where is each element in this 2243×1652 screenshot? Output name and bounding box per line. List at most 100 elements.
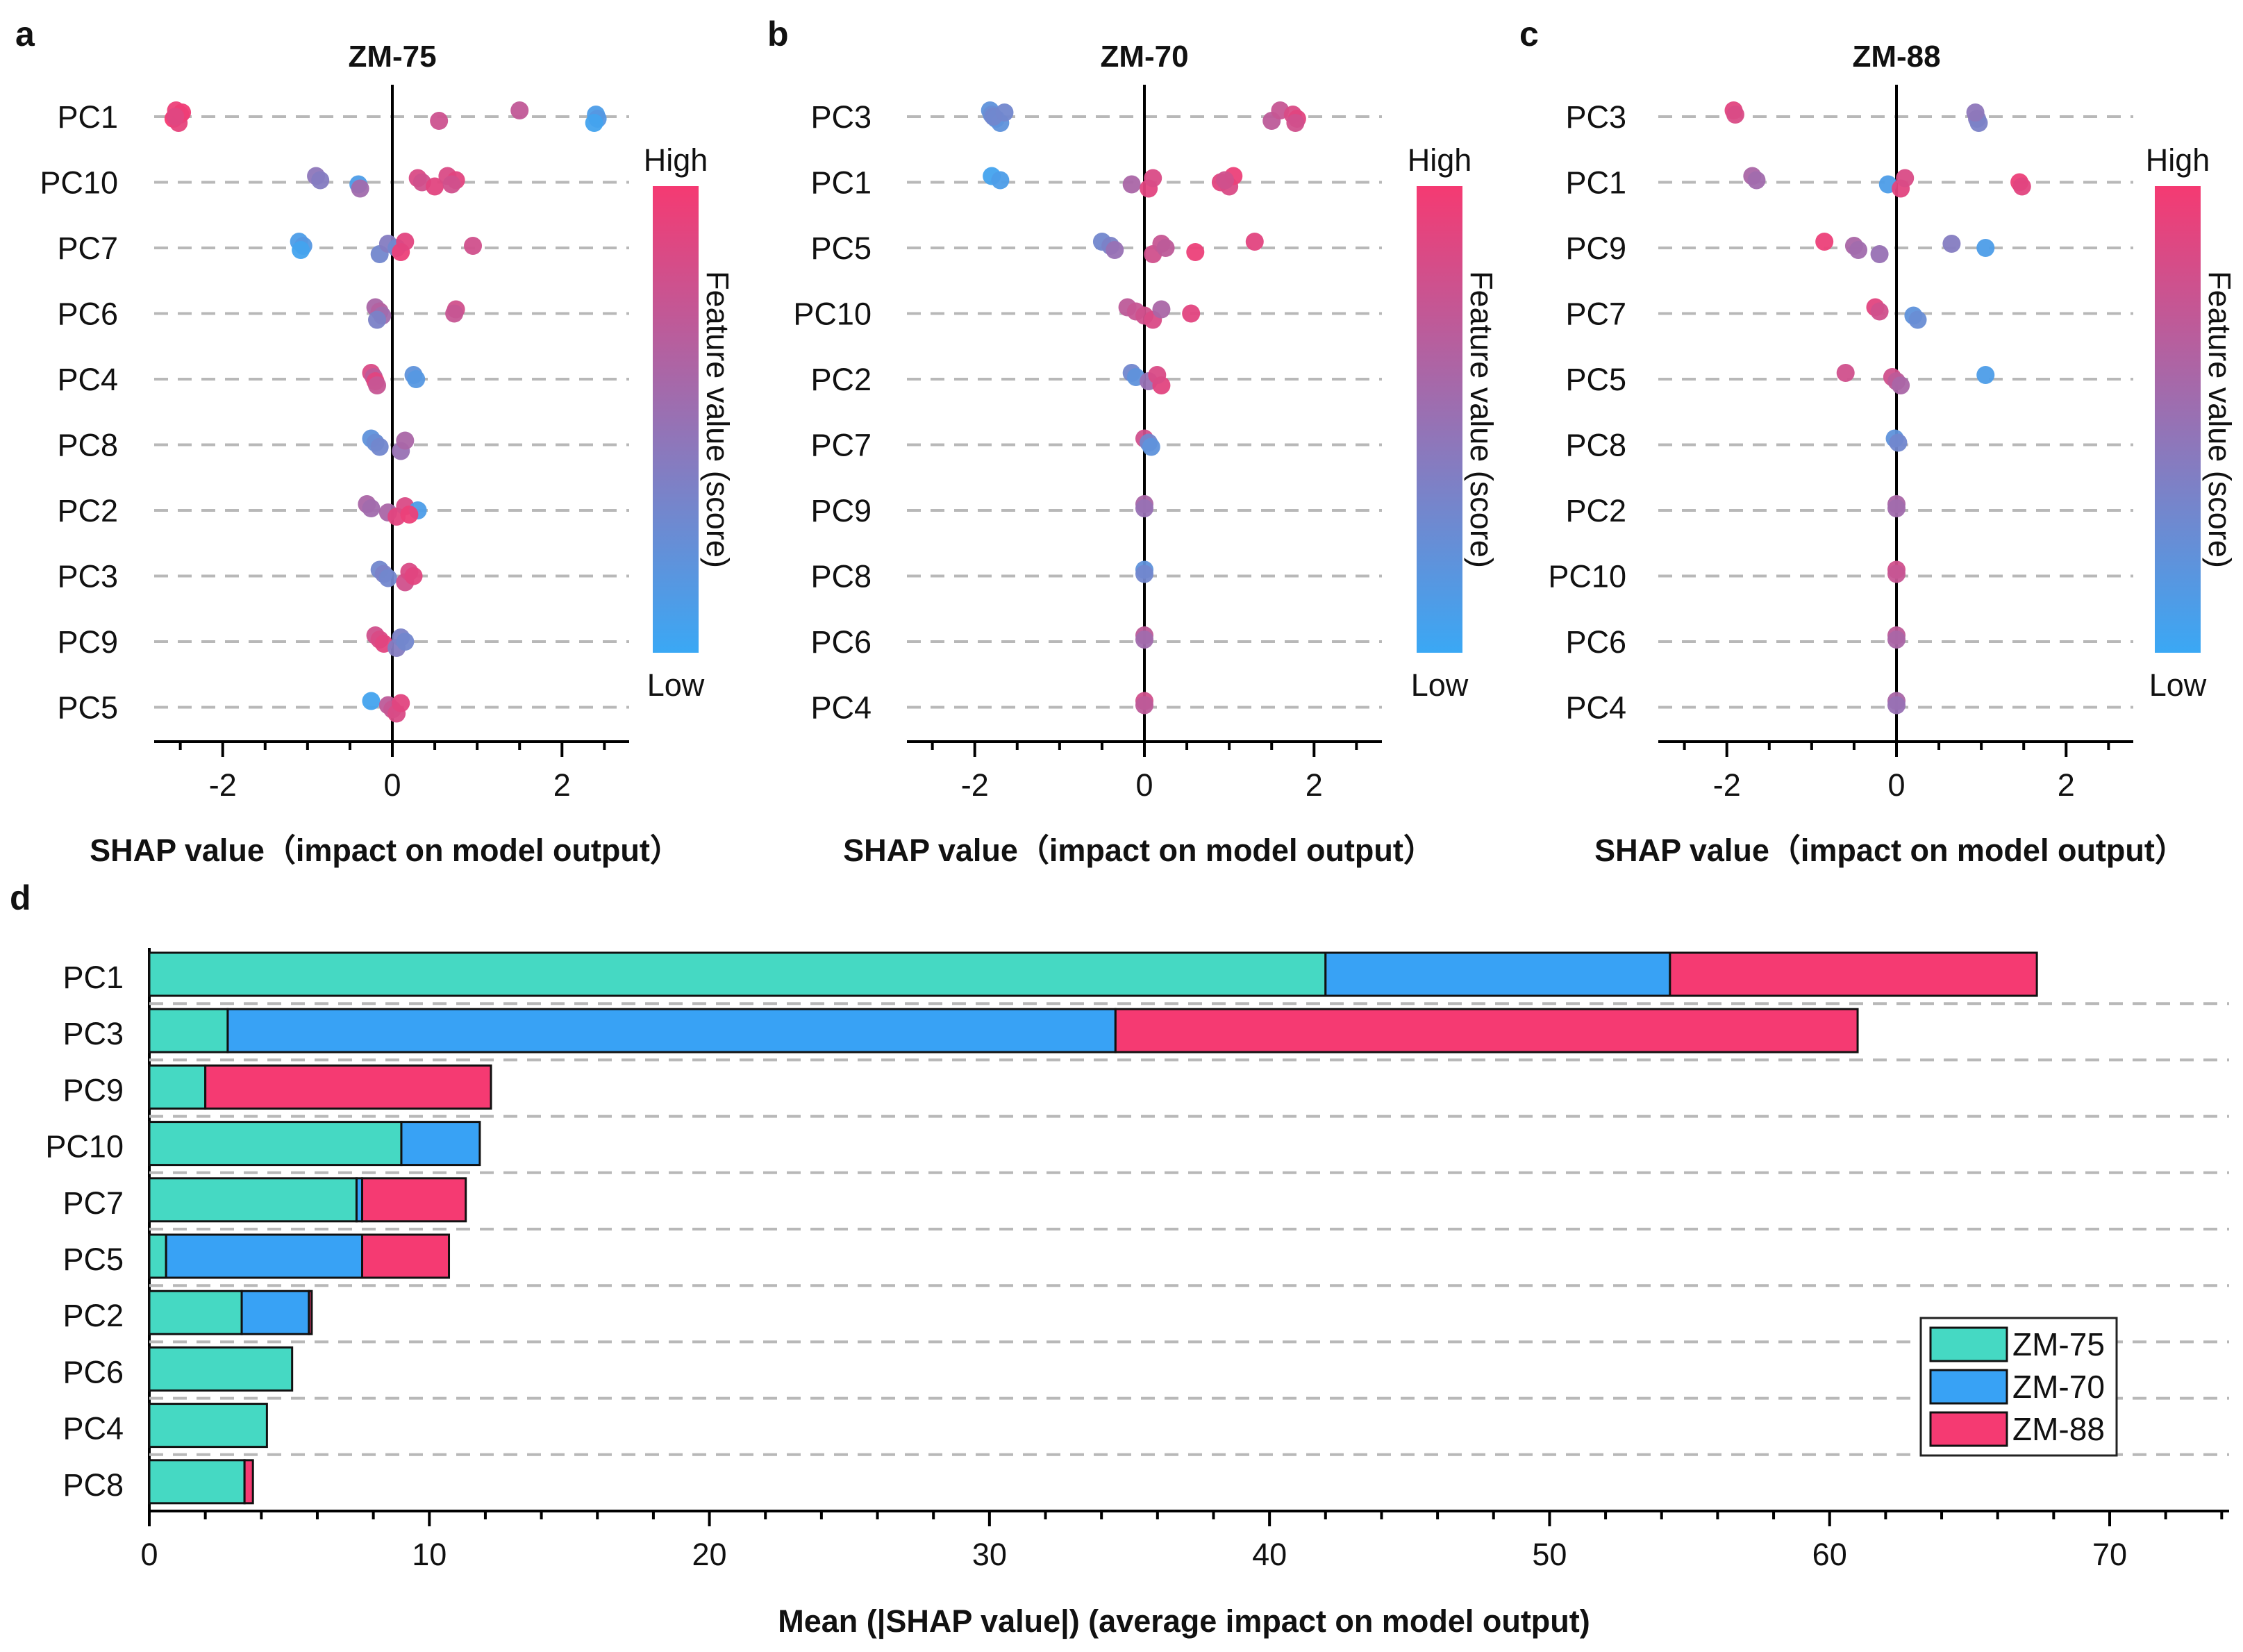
panel-d-bar-zm-75 xyxy=(148,1233,167,1279)
panel-b-x-tick-label: 2 xyxy=(1306,767,1323,803)
panel-a-x-tick-label: -2 xyxy=(209,767,237,803)
panel-d-bar-zm-70 xyxy=(165,1233,363,1279)
panel-b-shap-point xyxy=(1152,300,1171,319)
panel-a-ytick-label: PC8 xyxy=(57,428,118,463)
panel-c-x-axis-title: SHAP value（impact on model output） xyxy=(1594,833,2186,868)
panel-a-shap-point xyxy=(585,114,603,132)
panel-c-letter: c xyxy=(1519,15,1539,53)
panel-c-ytick-label: PC3 xyxy=(1565,99,1626,135)
panel-a-shap-point xyxy=(400,506,419,524)
panel-c-shap-point xyxy=(1889,433,1908,452)
panel-a-ytick-label: PC4 xyxy=(57,362,118,397)
panel-a-shap-point xyxy=(510,101,529,119)
panel-d-x-axis-title: Mean (|SHAP value|) (average impact on m… xyxy=(778,1603,1590,1640)
panel-b-x-axis-title: SHAP value（impact on model output） xyxy=(843,833,1435,868)
panel-a-shap-point xyxy=(442,175,461,194)
panel-a-shap-point xyxy=(392,694,410,712)
panel-c-ytick-label: PC6 xyxy=(1565,624,1626,660)
panel-d-bar-zm-75 xyxy=(148,951,1327,997)
panel-a-colorbar-high-label: High xyxy=(644,142,708,178)
panel-b-shap-point xyxy=(1135,696,1153,715)
panel-d-bar-zm-75 xyxy=(148,1346,294,1392)
panel-c-x-tick-label: -2 xyxy=(1713,767,1741,803)
panel-b-title: ZM-70 xyxy=(1100,40,1188,74)
panel-a-shap-point xyxy=(396,233,415,251)
panel-a-ytick-label: PC7 xyxy=(57,231,118,266)
panel-c-shap-point xyxy=(1870,245,1889,263)
panel-a-shap-point xyxy=(292,241,310,259)
panel-c-ytick-label: PC9 xyxy=(1565,231,1626,266)
panel-d-x-tick-label: 30 xyxy=(972,1537,1007,1572)
panel-a-ytick-label: PC1 xyxy=(57,99,118,135)
panel-d-x-tick-label: 70 xyxy=(2092,1537,2127,1572)
panel-d-x-tick-label: 0 xyxy=(140,1537,158,1572)
panel-a-ytick-label: PC2 xyxy=(57,493,118,528)
panel-d-legend-swatch xyxy=(1929,1326,2008,1362)
panel-c-shap-point xyxy=(1942,235,1961,253)
panel-b-shap-point xyxy=(1216,171,1235,190)
panel-c-shap-point xyxy=(2012,177,2031,196)
panel-d-ytick-label: PC2 xyxy=(62,1298,124,1333)
panel-a-ytick-label: PC9 xyxy=(57,624,118,660)
panel-c-ytick-label: PC5 xyxy=(1565,362,1626,397)
panel-b-colorbar xyxy=(1417,186,1462,653)
panel-b-shap-point xyxy=(1142,437,1160,456)
panel-a-shap-point xyxy=(407,370,426,388)
panel-c-ytick-label: PC1 xyxy=(1565,165,1626,201)
panel-b-ytick-label: PC4 xyxy=(810,690,872,726)
panel-b-shap-point xyxy=(1122,175,1141,194)
panel-d-bar-zm-75 xyxy=(148,1121,403,1167)
panel-d-bar-zm-70 xyxy=(1324,951,1671,997)
panel-a-shap-point xyxy=(464,237,483,255)
panel-d-ytick-label: PC5 xyxy=(62,1242,124,1277)
panel-d-legend-swatch xyxy=(1929,1411,2008,1447)
panel-c-shap-point xyxy=(1836,364,1855,382)
panel-d-bar-zm-88 xyxy=(308,1290,313,1335)
panel-d-ytick-label: PC1 xyxy=(62,960,124,995)
panel-a-shap-point xyxy=(396,431,415,450)
panel-d-x-tick-label: 40 xyxy=(1252,1537,1287,1572)
panel-a-ytick-label: PC6 xyxy=(57,297,118,332)
panel-d-bar-zm-75 xyxy=(148,1290,243,1335)
panel-c-shap-point xyxy=(1892,376,1910,394)
panel-d-legend-label: ZM-88 xyxy=(2012,1411,2105,1447)
panel-a-shap-point xyxy=(445,304,464,323)
panel-b-shap-point xyxy=(1286,114,1305,132)
panel-b-x-tick-label: -2 xyxy=(961,767,989,803)
panel-d-ytick-label: PC3 xyxy=(62,1016,124,1051)
panel-d-bar-zm-70 xyxy=(240,1290,310,1335)
panel-d-bar-zm-88 xyxy=(204,1064,492,1110)
panel-d-bar-zm-88 xyxy=(360,1233,451,1279)
panel-c-colorbar-high-label: High xyxy=(2146,142,2210,178)
panel-b-shap-point xyxy=(1186,243,1205,261)
panel-b-ytick-label: PC10 xyxy=(793,297,872,332)
panel-a-shap-point xyxy=(311,171,330,190)
panel-a-ytick-label: PC3 xyxy=(57,559,118,594)
panel-d-ytick-label: PC9 xyxy=(62,1072,124,1108)
panel-a-shap-point xyxy=(378,569,397,587)
panel-a-shap-point xyxy=(396,633,415,651)
panel-c-colorbar-title: Feature value (score) xyxy=(2202,271,2237,568)
panel-a-x-tick-label: 0 xyxy=(383,767,401,803)
panel-d-legend-label: ZM-75 xyxy=(2012,1326,2105,1362)
panel-d-x-tick-label: 10 xyxy=(412,1537,447,1572)
panel-c-shap-point xyxy=(1726,106,1744,124)
panel-b-ytick-label: PC8 xyxy=(810,559,872,594)
panel-c-shap-point xyxy=(1896,169,1915,187)
panel-b-shap-point xyxy=(1245,233,1264,251)
panel-b-shap-point xyxy=(984,108,1003,126)
panel-b-shap-point xyxy=(991,171,1010,190)
panel-a-colorbar-title: Feature value (score) xyxy=(700,271,735,568)
panel-b-shap-point xyxy=(1148,366,1167,384)
panel-c-shap-point xyxy=(1870,302,1889,321)
panel-b-x-tick-label: 0 xyxy=(1135,767,1153,803)
panel-b-colorbar-high-label: High xyxy=(1408,142,1472,178)
panel-c-shap-point xyxy=(1966,103,1985,122)
panel-a-shap-point xyxy=(351,179,369,198)
panel-a-shap-point xyxy=(368,376,387,394)
panel-c-x-tick-label: 2 xyxy=(2058,767,2075,803)
panel-b-shap-point xyxy=(1135,631,1153,649)
panel-b-colorbar-title: Feature value (score) xyxy=(1464,271,1499,568)
panel-a-shap-point xyxy=(426,177,444,196)
